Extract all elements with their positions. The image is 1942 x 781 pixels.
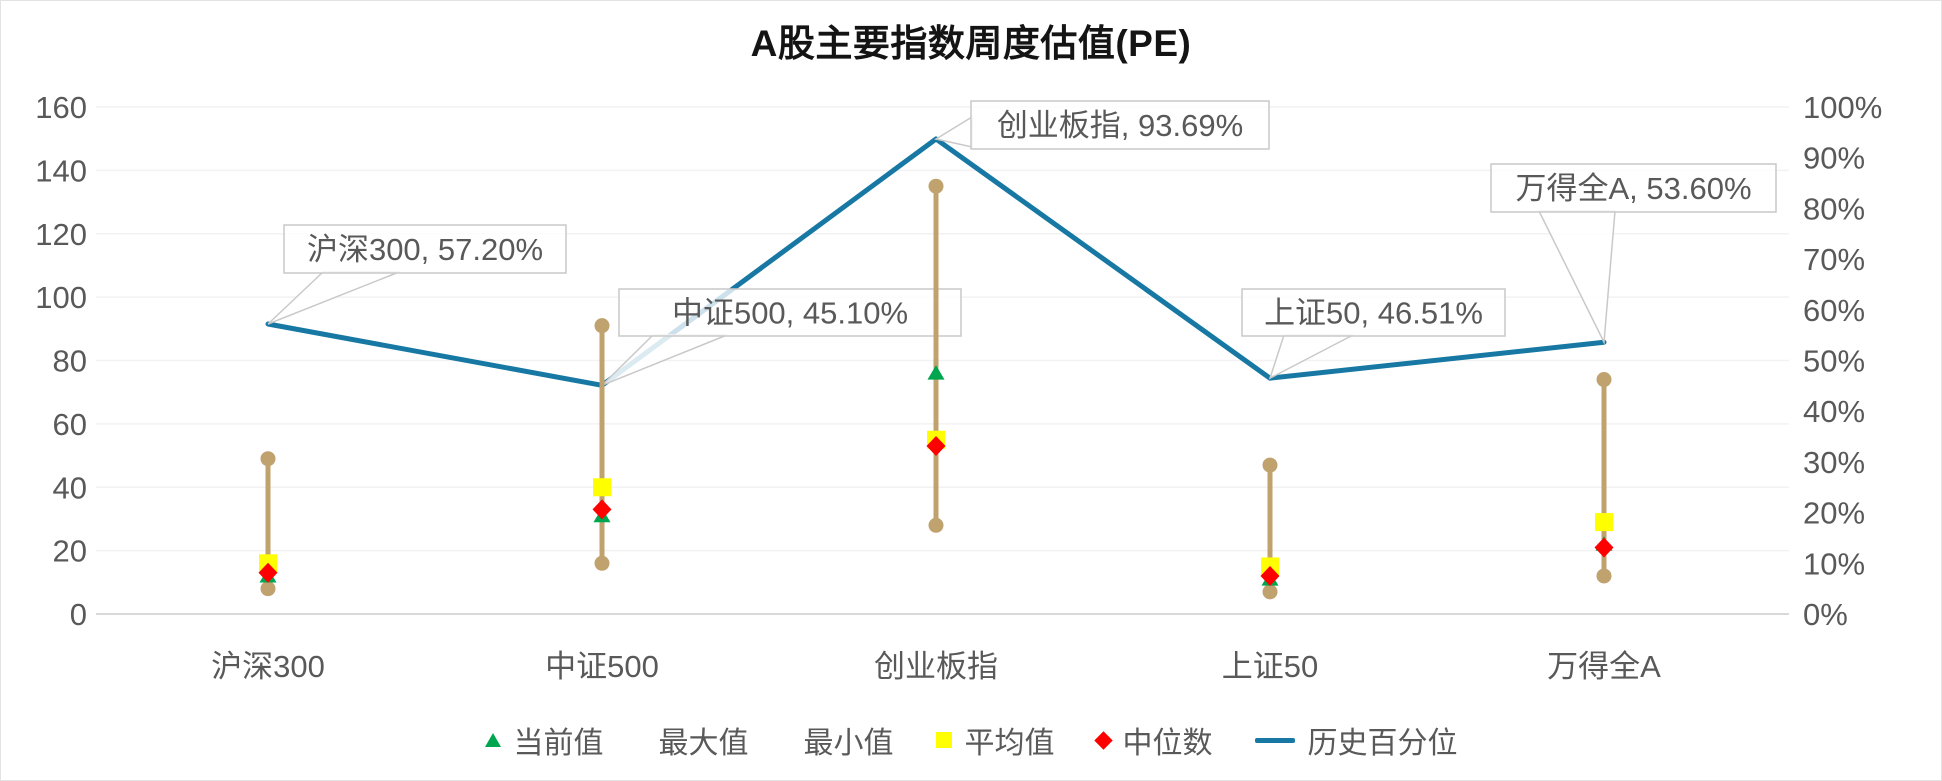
average-value-marker — [1595, 513, 1613, 532]
square-marker-icon — [935, 732, 952, 748]
chart-legend: 当前值 最大值 最小值 平均值 中位数 历史百分位 — [1, 718, 1941, 762]
legend-label: 当前值 — [513, 727, 604, 760]
legend-item-percentile: 历史百分位 — [1254, 718, 1458, 762]
max-value-dot — [1262, 457, 1278, 473]
left-axis-tick: 120 — [35, 217, 87, 252]
median-value-marker — [258, 562, 278, 583]
line-marker-icon — [1254, 737, 1295, 743]
median-value-marker — [1594, 537, 1614, 558]
right-axis-tick: 30% — [1803, 445, 1865, 480]
legend-label: 历史百分位 — [1307, 727, 1458, 760]
callout-box — [1490, 163, 1777, 213]
min-value-dot — [1596, 568, 1612, 584]
right-axis-tick: 100% — [1803, 90, 1882, 125]
legend-item-median-value: 中位数 — [1093, 718, 1213, 762]
min-value-dot — [594, 555, 610, 571]
legend-item-current-value: 当前值 — [484, 718, 604, 762]
callout-box — [618, 288, 962, 337]
left-axis-tick: 80 — [53, 344, 87, 379]
category-label: 创业板指 — [874, 649, 998, 684]
data-label-callout: 沪深300, 57.20% — [307, 232, 543, 267]
max-value-dot — [260, 451, 276, 467]
left-axis-tick: 160 — [35, 90, 87, 125]
legend-item-average-value: 平均值 — [935, 718, 1055, 762]
right-axis-tick: 0% — [1803, 597, 1848, 632]
right-axis-tick: 90% — [1803, 141, 1865, 176]
right-axis-tick: 60% — [1803, 293, 1865, 328]
right-axis-tick: 70% — [1803, 242, 1865, 277]
left-axis-tick: 0 — [70, 597, 87, 632]
chart-title: A股主要指数周度估值(PE) — [750, 23, 1192, 64]
max-value-dot — [1596, 372, 1612, 388]
min-value-dot — [260, 581, 276, 597]
legend-label: 中位数 — [1122, 727, 1213, 760]
data-label-callout: 上证50, 46.51% — [1264, 296, 1483, 331]
callout-box — [283, 224, 567, 274]
right-axis-tick: 50% — [1803, 344, 1865, 379]
diamond-marker-icon — [1093, 730, 1113, 750]
min-value-dot — [928, 517, 944, 533]
category-label: 中证500 — [545, 649, 659, 684]
median-value-marker — [1260, 565, 1280, 586]
min-value-dot — [1262, 584, 1278, 600]
legend-label: 最大值 — [658, 727, 749, 760]
callout-pointer — [267, 271, 400, 325]
left-axis-tick: 140 — [35, 153, 87, 188]
left-axis-tick: 40 — [53, 470, 87, 505]
average-value-marker — [593, 478, 611, 497]
legend-label: 平均值 — [964, 727, 1055, 760]
callout-pointer — [1537, 210, 1616, 345]
current-value-marker — [927, 365, 945, 380]
left-axis-tick: 100 — [35, 280, 87, 315]
max-value-dot — [928, 178, 944, 194]
callout-box — [970, 100, 1270, 150]
callout-box — [1241, 288, 1506, 337]
category-label: 沪深300 — [211, 649, 325, 684]
median-value-marker — [926, 436, 946, 457]
legend-label: 最小值 — [803, 727, 894, 760]
right-axis-tick: 40% — [1803, 394, 1865, 429]
legend-item-max-value: 最大值 — [646, 718, 749, 762]
triangle-marker-icon — [484, 733, 501, 747]
category-label: 上证50 — [1222, 649, 1318, 684]
left-axis-tick: 60 — [53, 407, 87, 442]
legend-item-min-value: 最小值 — [791, 718, 894, 762]
category-label: 万得全A — [1547, 649, 1661, 684]
left-axis-tick: 20 — [53, 534, 87, 569]
median-value-marker — [592, 499, 612, 520]
data-label-callout: 创业板指, 93.69% — [997, 108, 1243, 143]
data-label-callout: 中证500, 45.10% — [672, 296, 908, 331]
right-axis-tick: 20% — [1803, 496, 1865, 531]
data-label-callout: 万得全A, 53.60% — [1515, 171, 1751, 206]
max-value-dot — [594, 318, 610, 334]
right-axis-tick: 80% — [1803, 191, 1865, 226]
right-axis-tick: 10% — [1803, 546, 1865, 581]
